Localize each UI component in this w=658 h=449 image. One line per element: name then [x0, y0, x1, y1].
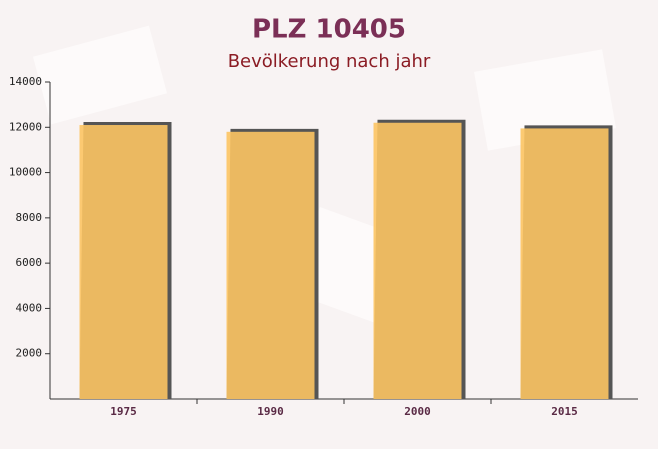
y-tick-label: 2000	[16, 347, 43, 360]
bar	[520, 128, 609, 400]
chart-subtitle: Bevölkerung nach jahr	[228, 51, 431, 72]
decor	[474, 49, 616, 151]
y-tick-label: 6000	[16, 256, 43, 269]
y-tick-label: 8000	[16, 211, 43, 224]
y-tick-label: 14000	[9, 75, 42, 88]
x-tick-label: 1990	[257, 405, 284, 418]
decor	[32, 25, 168, 125]
bar	[79, 125, 168, 400]
x-tick-label: 2015	[551, 405, 578, 418]
chart-title: PLZ 10405	[252, 15, 406, 45]
x-tick-label: 2000	[404, 405, 431, 418]
y-tick-label: 10000	[9, 166, 42, 179]
bar	[226, 131, 315, 400]
y-tick-label: 4000	[16, 301, 43, 314]
y-tick-label: 12000	[9, 120, 42, 133]
x-tick-label: 1975	[110, 405, 137, 418]
bar	[373, 122, 462, 399]
